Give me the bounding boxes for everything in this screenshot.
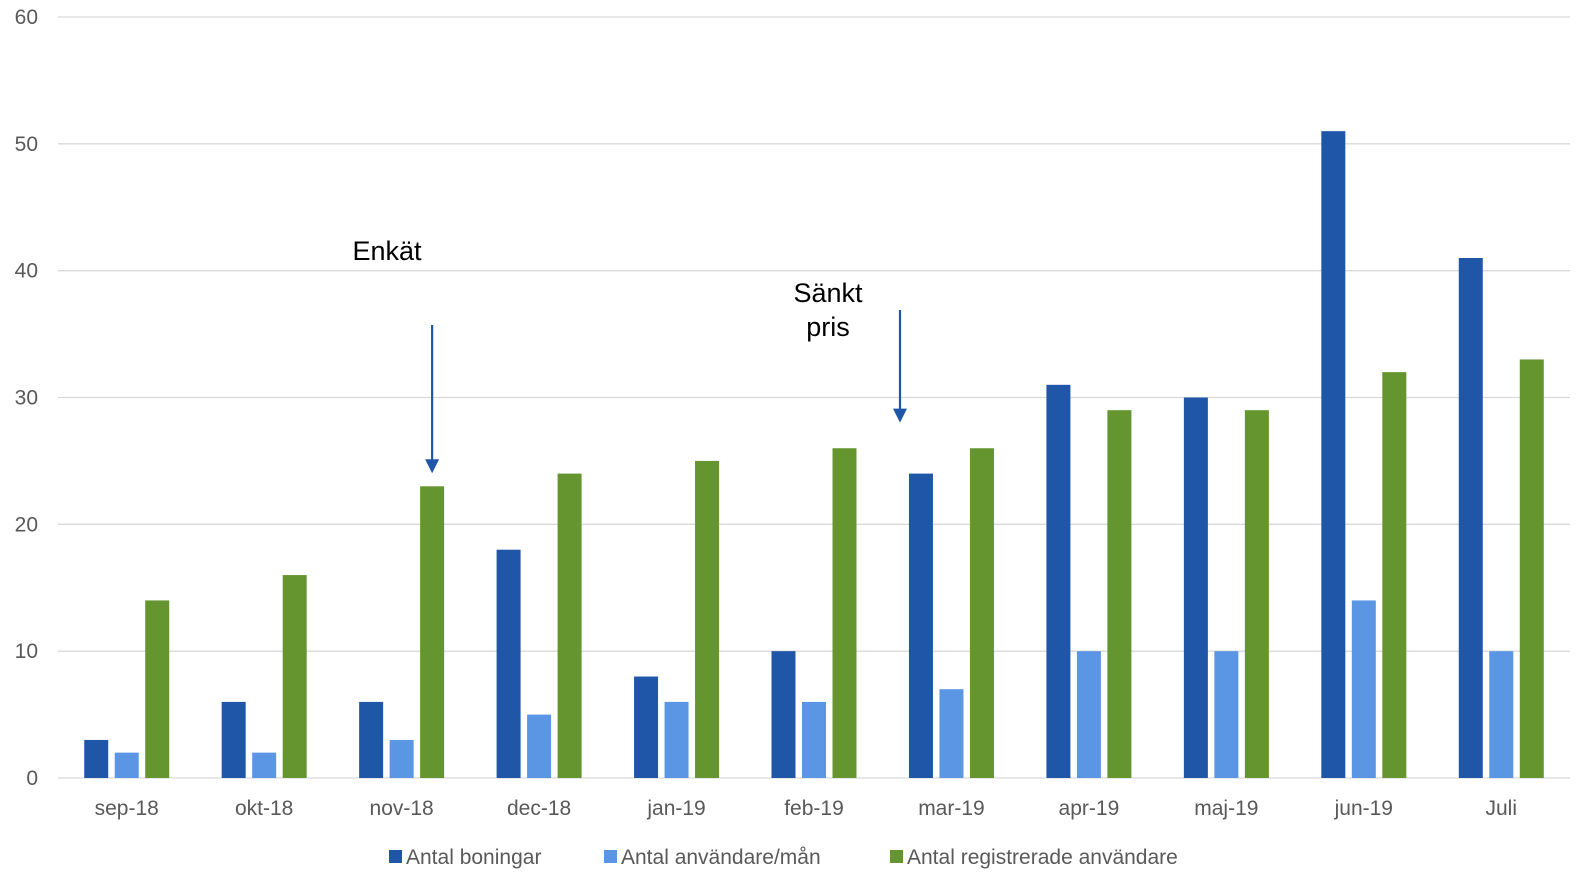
bar	[389, 739, 414, 778]
bar	[359, 701, 384, 778]
bar	[939, 689, 964, 778]
bar	[1382, 372, 1407, 778]
bar	[771, 651, 796, 778]
annotation-text: Sänkt	[793, 278, 863, 308]
bar	[695, 460, 720, 778]
y-tick-label: 20	[15, 513, 38, 536]
x-tick-label: Juli	[1486, 797, 1518, 820]
x-axis-ticks: sep-18 okt-18 nov-18 dec-18 jan-19 feb-19 mar-…	[95, 797, 1517, 820]
bar	[1519, 359, 1544, 778]
annotation-text: pris	[806, 312, 850, 342]
legend-label: Antal användare/mån	[621, 846, 821, 869]
x-tick-label: apr-19	[1059, 797, 1120, 820]
y-tick-label: 10	[15, 640, 38, 663]
annotation-arrow-head	[425, 459, 440, 474]
bar	[634, 676, 659, 778]
bar	[1489, 651, 1514, 778]
y-axis-ticks: 0 10 20 30 40 50 60	[15, 6, 38, 790]
bar	[664, 701, 689, 778]
bar	[84, 739, 109, 778]
y-tick-label: 40	[15, 260, 38, 283]
x-tick-label: sep-18	[95, 797, 159, 820]
legend-label: Antal registrerade användare	[907, 846, 1178, 869]
bar	[1046, 384, 1071, 778]
bar	[282, 575, 307, 778]
legend-label: Antal boningar	[406, 846, 541, 869]
annotation-text: Enkät	[352, 236, 422, 266]
x-tick-label: jun-19	[1334, 797, 1393, 820]
x-tick-label: jan-19	[646, 797, 705, 820]
x-tick-label: nov-18	[370, 797, 434, 820]
bar	[420, 486, 445, 778]
bar	[1076, 651, 1101, 778]
x-tick-label: dec-18	[507, 797, 571, 820]
bar	[832, 448, 857, 778]
bar	[908, 473, 933, 778]
bar	[527, 714, 552, 778]
y-tick-label: 30	[15, 387, 38, 410]
x-tick-label: maj-19	[1194, 797, 1258, 820]
x-tick-label: okt-18	[235, 797, 293, 820]
bar	[802, 701, 826, 778]
annotations: Enkät Sänkt pris	[352, 236, 907, 474]
bar	[145, 600, 170, 778]
bar	[221, 701, 246, 778]
bar	[557, 473, 582, 778]
bar	[252, 752, 277, 778]
x-tick-label: mar-19	[918, 797, 985, 820]
bar	[1458, 257, 1483, 778]
bar	[1214, 651, 1239, 778]
bar	[1244, 410, 1269, 778]
legend-swatch	[604, 850, 617, 863]
bar	[1107, 410, 1132, 778]
y-tick-label: 60	[15, 6, 38, 29]
bar	[496, 549, 521, 778]
bar	[1183, 397, 1208, 778]
y-tick-label: 0	[26, 767, 38, 790]
gridlines	[58, 16, 1570, 779]
legend-swatch	[389, 850, 402, 863]
x-tick-label: feb-19	[784, 797, 844, 820]
bar	[1351, 600, 1376, 778]
bar	[1321, 131, 1346, 778]
annotation-arrow-head	[893, 408, 907, 423]
y-tick-label: 50	[15, 133, 38, 156]
bars	[84, 131, 1544, 778]
legend: Antal boningar Antal användare/mån Antal r…	[389, 846, 1178, 869]
bar	[969, 448, 994, 778]
bar	[114, 752, 139, 778]
legend-swatch	[890, 850, 903, 863]
